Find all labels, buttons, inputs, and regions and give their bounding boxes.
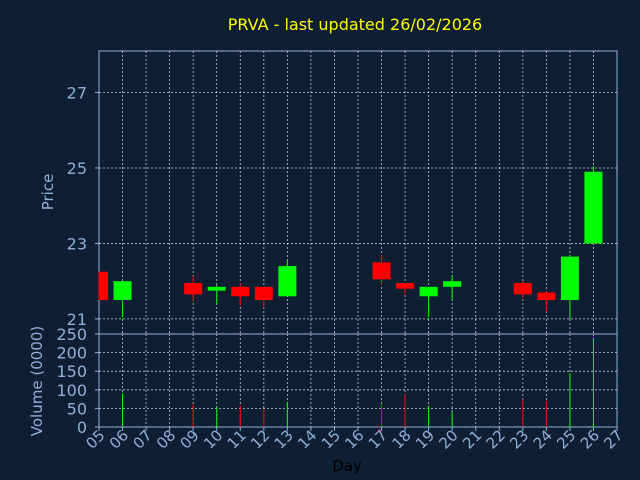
price-tick-label: 25 <box>67 159 87 178</box>
volume-tick-label: 0 <box>77 418 87 437</box>
x-tick-label: 14 <box>294 426 320 452</box>
candle-body <box>443 281 462 287</box>
x-tick-label: 10 <box>200 426 226 452</box>
candle-body <box>419 286 438 297</box>
x-tick-label: 21 <box>459 426 485 452</box>
candle-body <box>184 283 203 295</box>
volume-tick-label: 250 <box>56 325 87 344</box>
x-tick-label: 27 <box>600 426 626 452</box>
price-tick-label: 23 <box>67 234 87 253</box>
x-tick-label: 07 <box>129 426 155 452</box>
x-tick-label: 17 <box>365 426 391 452</box>
x-tick-label: 15 <box>318 426 344 452</box>
price-tick-label: 27 <box>67 84 87 103</box>
x-tick-label: 25 <box>553 426 579 452</box>
x-tick-label: 20 <box>436 426 462 452</box>
volume-tick-label: 150 <box>56 362 87 381</box>
chart-title: PRVA - last updated 26/02/2026 <box>228 15 482 34</box>
x-tick-label: 16 <box>341 426 367 452</box>
x-tick-label: 11 <box>224 426 250 452</box>
candle-body <box>372 262 391 280</box>
x-tick-label: 23 <box>506 426 532 452</box>
candle-body <box>99 271 108 301</box>
candle-body <box>254 286 273 301</box>
x-tick-label: 24 <box>530 426 556 452</box>
x-tick-label: 08 <box>153 426 179 452</box>
candle-body <box>584 171 603 244</box>
price-tick-label: 21 <box>67 310 87 329</box>
x-tick-label: 13 <box>271 426 297 452</box>
price-panel: 21 23 25 27 <box>67 50 618 335</box>
volume-axis-label: Volume (0000) <box>28 326 46 436</box>
volume-panel: 0506070809101112131415161718192021222324… <box>56 325 626 453</box>
candle-body <box>278 266 297 297</box>
volume-tick-label: 100 <box>56 381 87 400</box>
candle-body <box>396 283 415 289</box>
x-tick-label: 22 <box>483 426 509 452</box>
x-tick-label: 18 <box>388 426 414 452</box>
price-axis-label: Price <box>39 174 57 211</box>
x-tick-label: 26 <box>577 426 603 452</box>
x-tick-label: 19 <box>412 426 438 452</box>
candle-body <box>537 292 556 301</box>
x-axis-label: Day <box>332 457 362 475</box>
x-tick-label: 12 <box>247 426 273 452</box>
volume-tick-label: 50 <box>67 399 87 418</box>
candle-body <box>513 283 532 295</box>
candle-body <box>231 286 250 297</box>
x-tick-label: 09 <box>177 426 203 452</box>
x-tick-label: 06 <box>106 426 132 452</box>
candle-body <box>113 281 132 301</box>
candle-body <box>560 256 579 301</box>
volume-tick-label: 200 <box>56 344 87 363</box>
candle-body <box>207 286 226 291</box>
